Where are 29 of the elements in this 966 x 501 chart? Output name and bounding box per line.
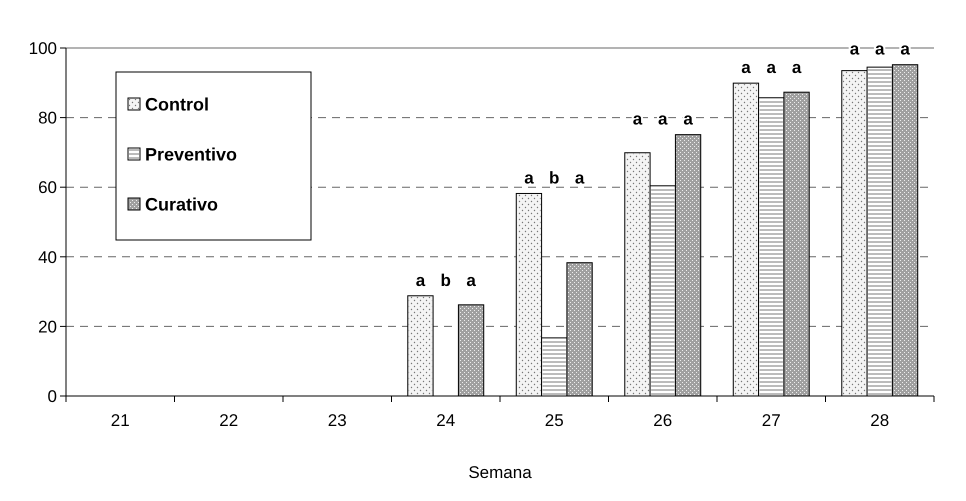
x-tick-label: 22: [219, 411, 238, 430]
x-tick-label: 27: [762, 411, 781, 430]
annotation: a: [766, 58, 777, 78]
x-tick-label: 25: [544, 411, 564, 430]
y-tick-label: 100: [28, 38, 57, 58]
annotation: b: [440, 270, 451, 290]
legend-label: Preventivo: [145, 144, 238, 164]
x-tick-label: 28: [870, 411, 890, 430]
x-tick-label: 21: [110, 411, 130, 430]
x-tick-label: 24: [436, 411, 456, 430]
annotation: a: [792, 58, 802, 78]
y-tick-label: 80: [38, 108, 57, 128]
annotation: b: [549, 168, 560, 188]
annotation: a: [524, 168, 534, 188]
annotation: a: [741, 58, 752, 78]
x-tick-label: 26: [653, 411, 672, 430]
y-tick-label: 60: [38, 178, 57, 198]
annotation: a: [658, 110, 668, 129]
annotation: a: [416, 270, 426, 290]
annotation: a: [574, 168, 585, 188]
annotation: a: [466, 270, 476, 290]
y-tick-label: 0: [48, 386, 57, 406]
annotation: a: [632, 110, 643, 129]
y-tick-label: 40: [38, 248, 57, 267]
y-tick-label: 20: [38, 317, 57, 336]
legend-label: Control: [145, 94, 209, 114]
legend-label: Curativo: [145, 194, 218, 214]
x-tick-label: 23: [328, 411, 347, 430]
x-axis-title: Semana: [468, 463, 532, 482]
